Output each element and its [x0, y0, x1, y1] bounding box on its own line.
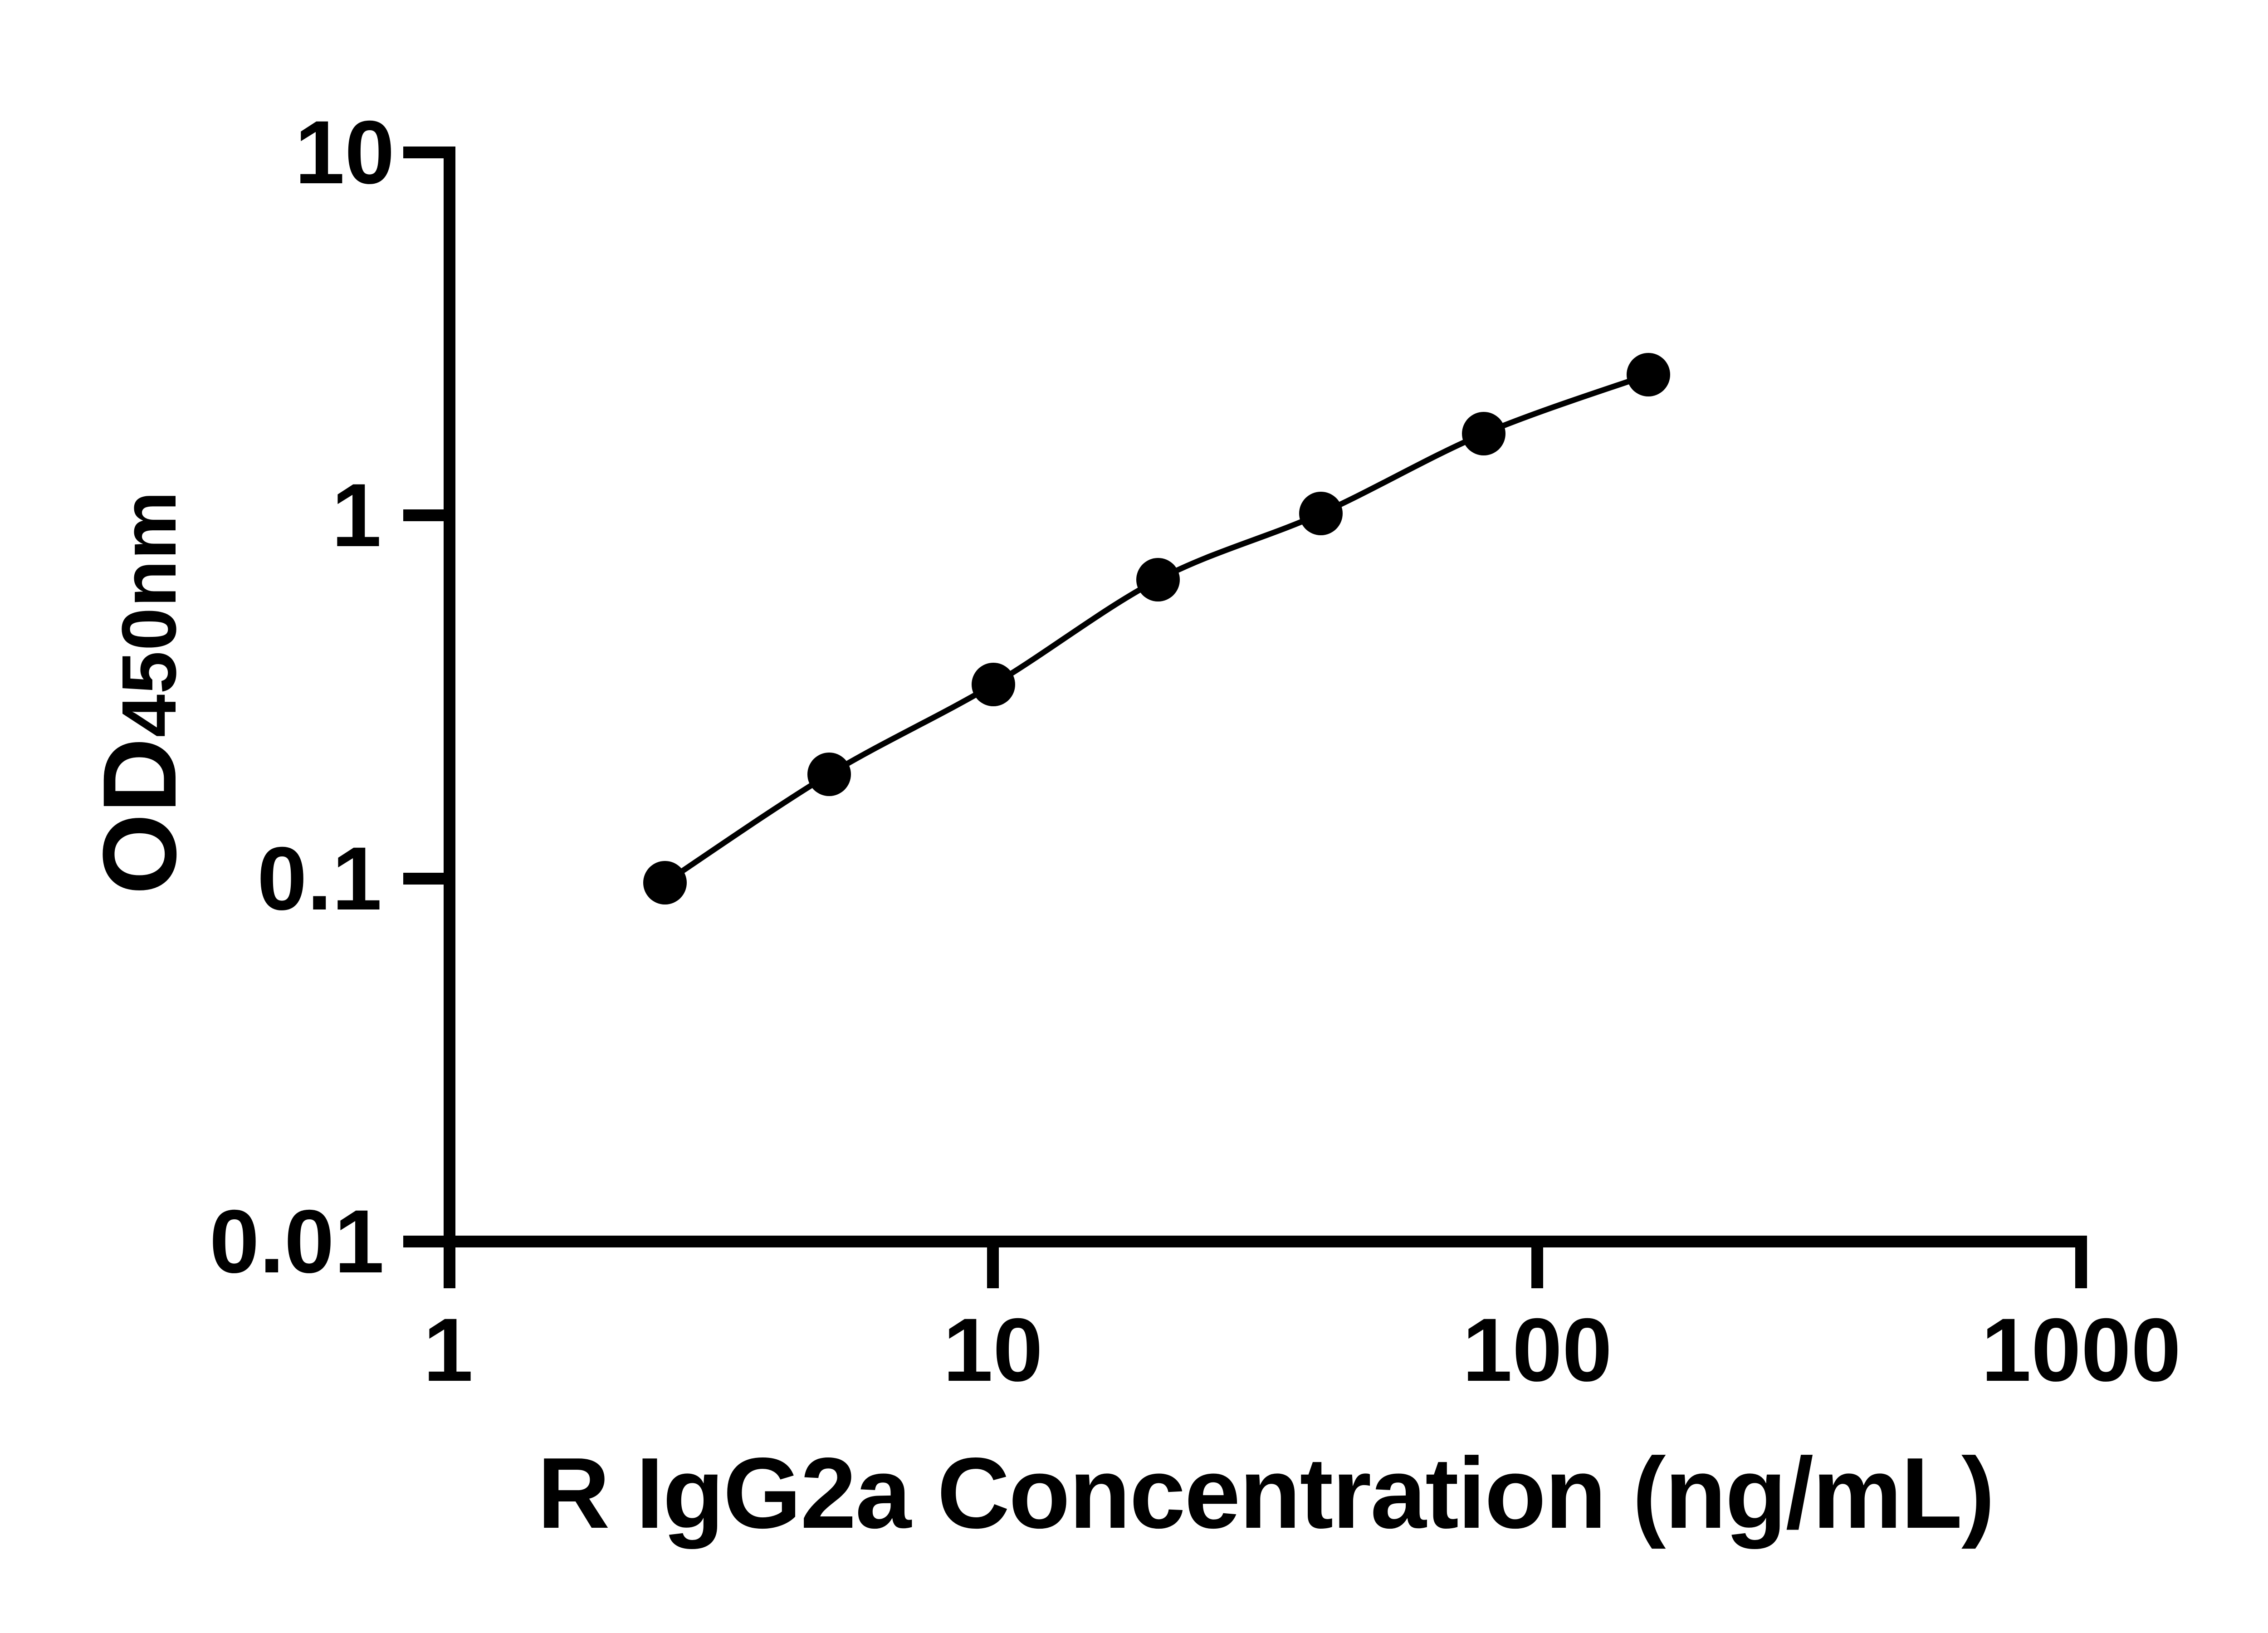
svg-text:0.1: 0.1 [257, 828, 382, 929]
svg-text:1000: 1000 [1981, 1300, 2181, 1400]
svg-text:1: 1 [423, 1300, 473, 1400]
svg-text:R IgG2a Concentration (ng/mL): R IgG2a Concentration (ng/mL) [537, 1437, 1994, 1550]
svg-text:10: 10 [295, 102, 395, 202]
svg-text:10: 10 [943, 1300, 1043, 1400]
svg-text:0.01: 0.01 [210, 1191, 384, 1291]
svg-text:100: 100 [1462, 1300, 1612, 1400]
svg-text:1: 1 [332, 465, 381, 565]
